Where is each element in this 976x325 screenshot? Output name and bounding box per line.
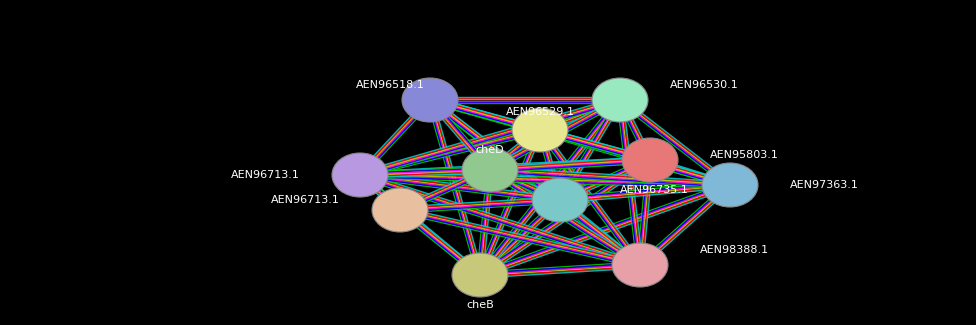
- Text: AEN96713.1: AEN96713.1: [271, 195, 340, 205]
- Ellipse shape: [512, 108, 568, 152]
- Ellipse shape: [452, 253, 508, 297]
- Ellipse shape: [372, 188, 428, 232]
- Text: AEN96530.1: AEN96530.1: [670, 80, 739, 90]
- Ellipse shape: [622, 138, 678, 182]
- Ellipse shape: [462, 148, 518, 192]
- Text: AEN95803.1: AEN95803.1: [710, 150, 779, 160]
- Ellipse shape: [612, 243, 668, 287]
- Text: AEN96713.1: AEN96713.1: [231, 170, 300, 180]
- Text: AEN98388.1: AEN98388.1: [700, 245, 769, 255]
- Ellipse shape: [532, 178, 588, 222]
- Text: cheD: cheD: [475, 145, 505, 155]
- Text: AEN96735.1: AEN96735.1: [620, 185, 689, 195]
- Text: cheB: cheB: [467, 300, 494, 310]
- Ellipse shape: [332, 153, 388, 197]
- Text: AEN96529.1: AEN96529.1: [506, 107, 575, 117]
- Text: AEN97363.1: AEN97363.1: [790, 180, 859, 190]
- Ellipse shape: [402, 78, 458, 122]
- Text: AEN96518.1: AEN96518.1: [355, 80, 425, 90]
- Ellipse shape: [592, 78, 648, 122]
- Ellipse shape: [702, 163, 758, 207]
